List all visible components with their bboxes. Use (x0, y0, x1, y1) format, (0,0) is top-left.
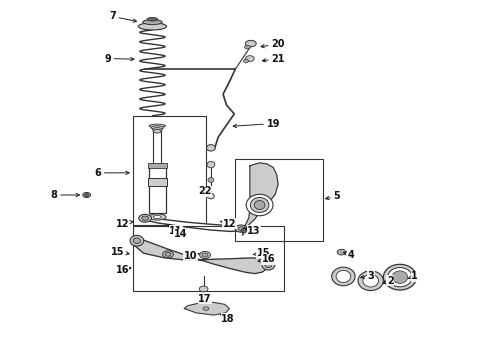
Ellipse shape (207, 161, 215, 168)
Text: 15: 15 (253, 248, 270, 258)
Ellipse shape (153, 216, 161, 219)
Ellipse shape (143, 19, 162, 24)
Ellipse shape (147, 18, 158, 21)
Ellipse shape (207, 193, 214, 199)
Bar (153, 126, 161, 165)
Text: 5: 5 (326, 191, 340, 201)
Text: 6: 6 (95, 168, 129, 178)
Ellipse shape (200, 251, 210, 258)
Text: 13: 13 (245, 226, 261, 236)
Ellipse shape (238, 227, 244, 230)
Text: 1: 1 (408, 271, 418, 282)
Ellipse shape (152, 128, 162, 131)
Ellipse shape (245, 40, 256, 47)
Ellipse shape (139, 214, 151, 222)
Ellipse shape (258, 254, 267, 260)
Ellipse shape (262, 260, 275, 270)
Bar (235, 158, 323, 241)
Text: 15: 15 (111, 247, 129, 257)
Ellipse shape (206, 145, 215, 151)
Text: 14: 14 (174, 229, 188, 239)
Ellipse shape (358, 271, 383, 291)
Ellipse shape (254, 201, 265, 210)
Polygon shape (243, 163, 278, 235)
Polygon shape (145, 216, 240, 231)
Ellipse shape (245, 45, 250, 49)
Text: 7: 7 (109, 12, 137, 22)
Ellipse shape (149, 124, 166, 128)
Ellipse shape (246, 194, 273, 216)
Ellipse shape (148, 214, 166, 220)
Ellipse shape (337, 249, 346, 255)
Text: 17: 17 (198, 294, 212, 303)
Ellipse shape (235, 225, 247, 232)
Ellipse shape (244, 59, 248, 63)
Text: 18: 18 (220, 314, 235, 324)
Ellipse shape (153, 130, 161, 133)
Ellipse shape (388, 267, 412, 287)
Polygon shape (184, 302, 229, 315)
Ellipse shape (83, 193, 91, 198)
Ellipse shape (151, 126, 164, 129)
Text: 16: 16 (116, 265, 131, 275)
Text: 20: 20 (261, 39, 285, 49)
Ellipse shape (165, 252, 171, 256)
Text: 10: 10 (184, 251, 199, 261)
Text: 2: 2 (383, 276, 393, 286)
Ellipse shape (245, 56, 254, 62)
Ellipse shape (142, 216, 148, 220)
Text: 12: 12 (220, 219, 236, 229)
Bar (133, 116, 206, 225)
Bar (133, 226, 284, 291)
Ellipse shape (85, 194, 89, 197)
Ellipse shape (130, 235, 144, 246)
Ellipse shape (241, 229, 247, 233)
Text: 12: 12 (116, 219, 133, 229)
Ellipse shape (199, 286, 208, 292)
Bar (148, 163, 167, 168)
Bar (147, 178, 167, 186)
Ellipse shape (363, 274, 378, 287)
Text: 11: 11 (168, 224, 183, 236)
Text: 19: 19 (233, 118, 280, 129)
Ellipse shape (383, 264, 416, 290)
Text: 22: 22 (198, 186, 212, 197)
Text: 8: 8 (50, 190, 79, 200)
Ellipse shape (138, 23, 167, 30)
Ellipse shape (332, 267, 355, 286)
Ellipse shape (163, 251, 173, 258)
Ellipse shape (133, 238, 141, 244)
Ellipse shape (250, 198, 269, 212)
Ellipse shape (202, 253, 208, 257)
Ellipse shape (208, 177, 214, 183)
Ellipse shape (336, 270, 351, 283)
Ellipse shape (203, 307, 209, 310)
Text: 16: 16 (258, 254, 275, 264)
Bar (148, 165, 166, 213)
Text: 9: 9 (104, 54, 134, 64)
Text: 4: 4 (343, 250, 355, 260)
Polygon shape (133, 237, 269, 274)
Ellipse shape (392, 271, 408, 283)
Text: 21: 21 (262, 54, 285, 64)
Text: 3: 3 (361, 271, 374, 281)
Ellipse shape (265, 262, 272, 268)
